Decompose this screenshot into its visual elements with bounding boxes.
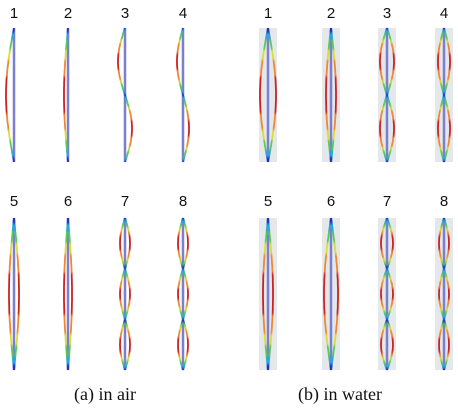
mode-number: 2 bbox=[327, 5, 335, 22]
mode-number: 6 bbox=[327, 193, 335, 210]
mode-number: 5 bbox=[10, 193, 18, 210]
mode-number: 8 bbox=[440, 193, 448, 210]
mode-number: 2 bbox=[64, 5, 72, 22]
mode-shape bbox=[380, 217, 394, 371]
mode-number: 6 bbox=[64, 193, 72, 210]
mode-shape bbox=[259, 27, 269, 163]
caption: (a) in air bbox=[74, 384, 136, 405]
caption: (b) in water bbox=[298, 384, 382, 405]
mode-shape bbox=[330, 217, 339, 371]
mode-shape bbox=[438, 217, 450, 371]
mode-number: 5 bbox=[264, 193, 272, 210]
mode-number: 8 bbox=[179, 193, 187, 210]
mode-number: 7 bbox=[383, 193, 391, 210]
mode-number: 1 bbox=[264, 5, 272, 22]
mode-shape bbox=[379, 27, 395, 163]
mode-number: 1 bbox=[10, 5, 18, 22]
mode-shape bbox=[5, 27, 15, 163]
mode-shape bbox=[325, 27, 332, 163]
mode-number: 3 bbox=[121, 5, 129, 22]
mode-shape bbox=[438, 217, 450, 371]
mode-shape bbox=[119, 217, 131, 371]
mode-shape bbox=[177, 217, 189, 371]
mode-number: 7 bbox=[121, 193, 129, 210]
mode-shape bbox=[267, 217, 274, 371]
mode-shape bbox=[177, 217, 189, 371]
mode-shape bbox=[323, 217, 332, 371]
mode-shape bbox=[262, 217, 269, 371]
mode-shape bbox=[176, 27, 190, 163]
mode-shape bbox=[330, 27, 337, 163]
mode-shape bbox=[63, 27, 69, 163]
mode-shape bbox=[117, 27, 133, 163]
mode-number: 3 bbox=[383, 5, 391, 22]
mode-shape bbox=[119, 217, 131, 371]
mode-number: 4 bbox=[179, 5, 187, 22]
mode-shape bbox=[67, 217, 73, 371]
mode-shape bbox=[63, 217, 69, 371]
mode-shape bbox=[380, 217, 394, 371]
mode-shape bbox=[267, 27, 277, 163]
mode-shape bbox=[437, 27, 451, 163]
mode-number: 4 bbox=[440, 5, 448, 22]
mode-shape bbox=[8, 217, 15, 371]
mode-shape bbox=[13, 217, 20, 371]
